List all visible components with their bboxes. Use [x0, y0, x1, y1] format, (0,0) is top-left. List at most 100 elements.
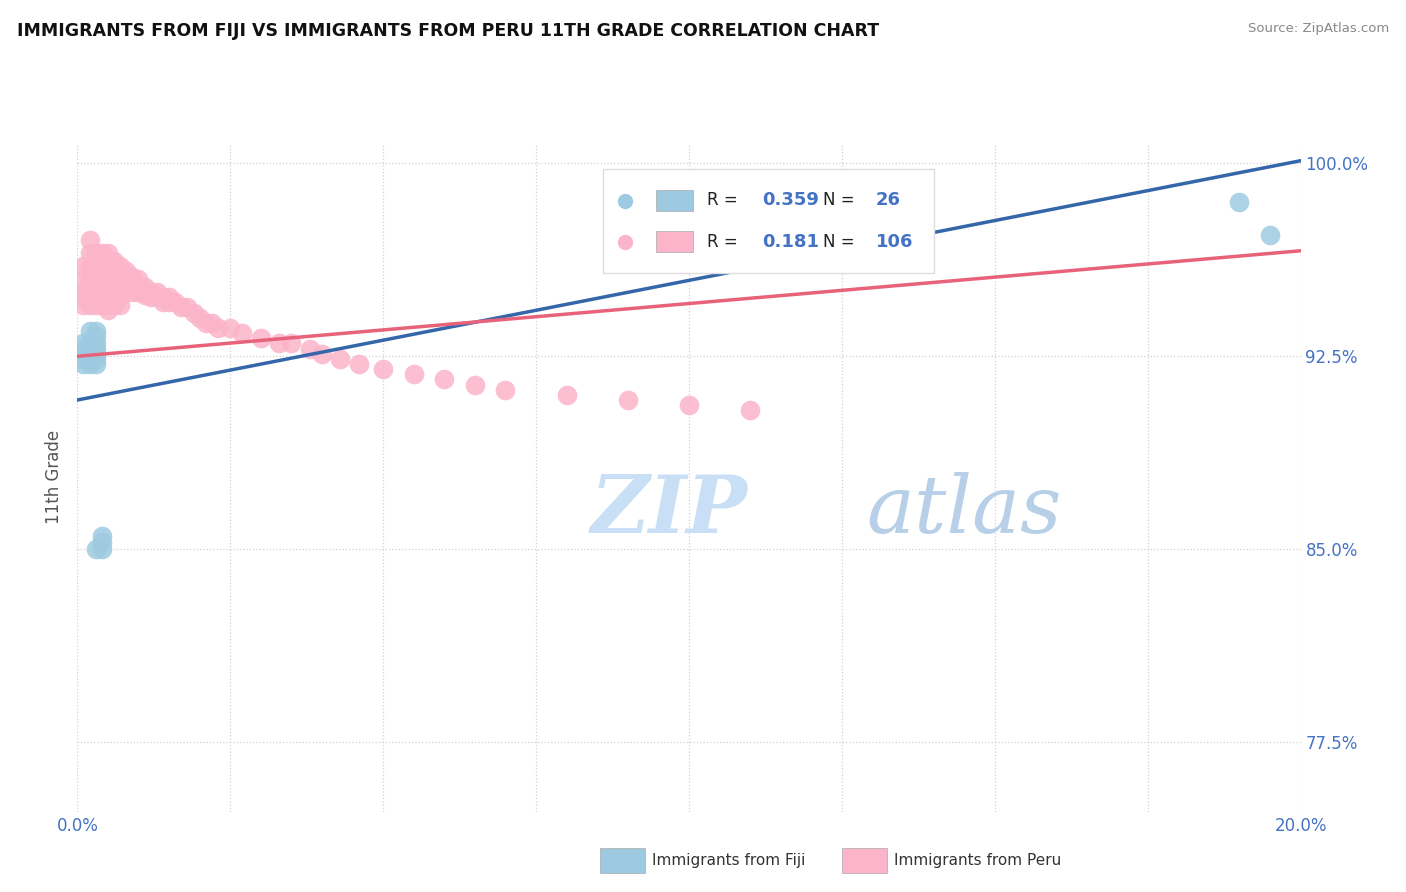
Point — [84, 351, 107, 366]
Point — [127, 280, 149, 294]
Point — [84, 259, 107, 273]
Point — [84, 347, 107, 361]
Bar — [657, 231, 693, 252]
Point — [108, 285, 131, 299]
Point — [617, 392, 640, 407]
Point — [79, 285, 101, 299]
Point — [97, 298, 120, 312]
Point — [170, 301, 193, 315]
Y-axis label: 11th Grade: 11th Grade — [45, 430, 63, 524]
Point — [97, 246, 120, 260]
Text: N =: N = — [824, 233, 860, 251]
Point — [127, 285, 149, 299]
Point — [115, 275, 138, 289]
Point — [90, 277, 112, 292]
Text: R =: R = — [707, 191, 744, 210]
Point — [219, 321, 242, 335]
Point — [311, 347, 333, 361]
Point — [79, 347, 101, 361]
Point — [90, 259, 112, 273]
Point — [97, 254, 120, 268]
Point — [121, 285, 143, 299]
Point — [84, 246, 107, 260]
Point — [79, 298, 101, 312]
Point — [97, 280, 120, 294]
Point — [103, 275, 125, 289]
Point — [280, 336, 302, 351]
Point — [165, 295, 187, 310]
FancyBboxPatch shape — [603, 169, 934, 273]
Point — [298, 342, 321, 356]
Text: 0.181: 0.181 — [762, 233, 820, 251]
Text: 26: 26 — [876, 191, 901, 210]
Point — [72, 259, 94, 273]
Point — [678, 398, 700, 412]
Point — [90, 534, 112, 549]
Point — [157, 290, 180, 304]
Point — [188, 310, 211, 325]
Point — [121, 275, 143, 289]
Point — [90, 542, 112, 557]
Point — [72, 351, 94, 366]
Point — [79, 324, 101, 338]
Point — [72, 272, 94, 286]
Point — [134, 287, 156, 301]
Point — [103, 290, 125, 304]
Point — [146, 285, 169, 299]
Point — [72, 298, 94, 312]
Point — [84, 254, 107, 268]
Point — [433, 372, 456, 386]
Point — [84, 357, 107, 371]
Text: atlas: atlas — [866, 472, 1062, 549]
Text: IMMIGRANTS FROM FIJI VS IMMIGRANTS FROM PERU 11TH GRADE CORRELATION CHART: IMMIGRANTS FROM FIJI VS IMMIGRANTS FROM … — [17, 22, 879, 40]
Point — [103, 269, 125, 284]
Point — [90, 529, 112, 543]
Point — [79, 272, 101, 286]
Point — [329, 351, 352, 366]
Point — [152, 295, 174, 310]
Point — [79, 234, 101, 248]
Point — [103, 280, 125, 294]
Point — [97, 285, 120, 299]
Point — [108, 264, 131, 278]
Point — [97, 303, 120, 318]
Point — [84, 342, 107, 356]
Point — [79, 290, 101, 304]
Point — [103, 259, 125, 273]
Point — [201, 316, 224, 330]
Point — [97, 290, 120, 304]
Point — [84, 542, 107, 557]
Point — [79, 336, 101, 351]
Point — [176, 301, 198, 315]
Text: Immigrants from Peru: Immigrants from Peru — [894, 854, 1062, 868]
Point — [194, 316, 217, 330]
Point — [79, 246, 101, 260]
Point — [555, 388, 578, 402]
Point — [84, 280, 107, 294]
Point — [347, 357, 370, 371]
Point — [146, 290, 169, 304]
Point — [108, 298, 131, 312]
Point — [134, 280, 156, 294]
Point — [97, 269, 120, 284]
Point — [84, 324, 107, 338]
Point — [79, 357, 101, 371]
Text: Source: ZipAtlas.com: Source: ZipAtlas.com — [1249, 22, 1389, 36]
Point — [84, 285, 107, 299]
Point — [740, 403, 762, 417]
Point — [90, 254, 112, 268]
Point — [495, 383, 517, 397]
Point — [231, 326, 253, 340]
Point — [90, 298, 112, 312]
Point — [72, 290, 94, 304]
Point — [90, 269, 112, 284]
Point — [84, 269, 107, 284]
Point — [108, 290, 131, 304]
Point — [152, 290, 174, 304]
Text: R =: R = — [707, 233, 744, 251]
Point — [127, 272, 149, 286]
Text: 0.359: 0.359 — [762, 191, 820, 210]
Point — [115, 264, 138, 278]
Point — [108, 269, 131, 284]
Point — [84, 264, 107, 278]
